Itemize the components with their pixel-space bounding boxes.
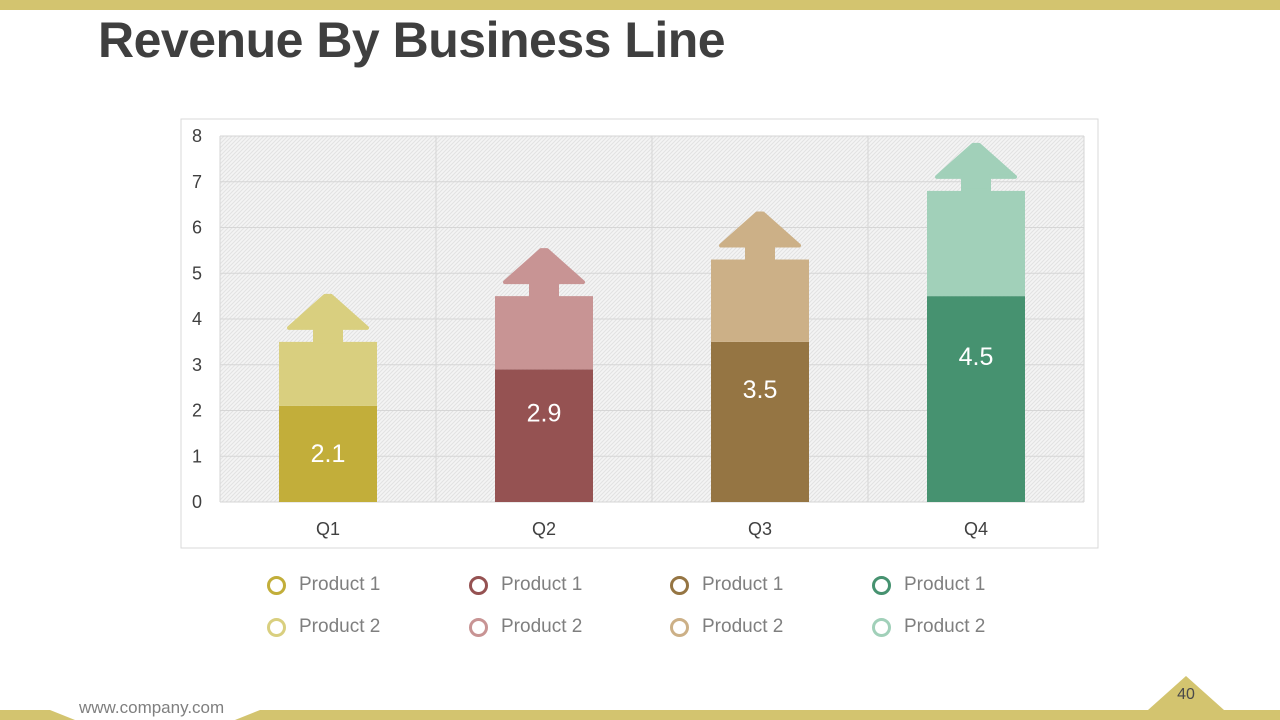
bar-product-2-q2: [495, 296, 593, 370]
y-tick-label: 4: [192, 309, 202, 329]
page-title: Revenue By Business Line: [98, 12, 726, 68]
bar-product-1-q4: [927, 296, 1025, 502]
bar-product-2-q4: [927, 190, 1025, 297]
bar-product-1-q3: [711, 341, 809, 502]
bar-product-2-q1: [279, 341, 377, 406]
x-tick-label: Q3: [748, 519, 772, 539]
y-tick-label: 7: [192, 172, 202, 192]
top-accent-bar: [0, 0, 1280, 10]
y-tick-label: 0: [192, 492, 202, 512]
arrow-head-q4: [935, 142, 1017, 193]
arrow-head-q1: [287, 293, 369, 344]
y-tick-label: 8: [192, 126, 202, 146]
y-tick-label: 1: [192, 446, 202, 466]
y-tick-label: 2: [192, 401, 202, 421]
data-label-q3: 3.5: [743, 376, 778, 404]
bar-product-1-q1: [279, 405, 377, 502]
data-label-q4: 4.5: [959, 343, 994, 371]
x-tick-label: Q4: [964, 519, 988, 539]
page-number: 40: [1177, 686, 1195, 703]
footer-url: www.company.com: [79, 698, 225, 717]
y-tick-label: 6: [192, 218, 202, 238]
bar-product-1-q2: [495, 369, 593, 502]
data-label-q2: 2.9: [527, 400, 562, 428]
x-tick-label: Q2: [532, 519, 556, 539]
x-tick-label: Q1: [316, 519, 340, 539]
y-tick-label: 3: [192, 355, 202, 375]
arrow-head-q3: [719, 211, 801, 262]
arrow-head-q2: [503, 248, 585, 299]
data-label-q1: 2.1: [311, 440, 346, 468]
y-tick-label: 5: [192, 263, 202, 283]
bar-product-2-q3: [711, 259, 809, 342]
